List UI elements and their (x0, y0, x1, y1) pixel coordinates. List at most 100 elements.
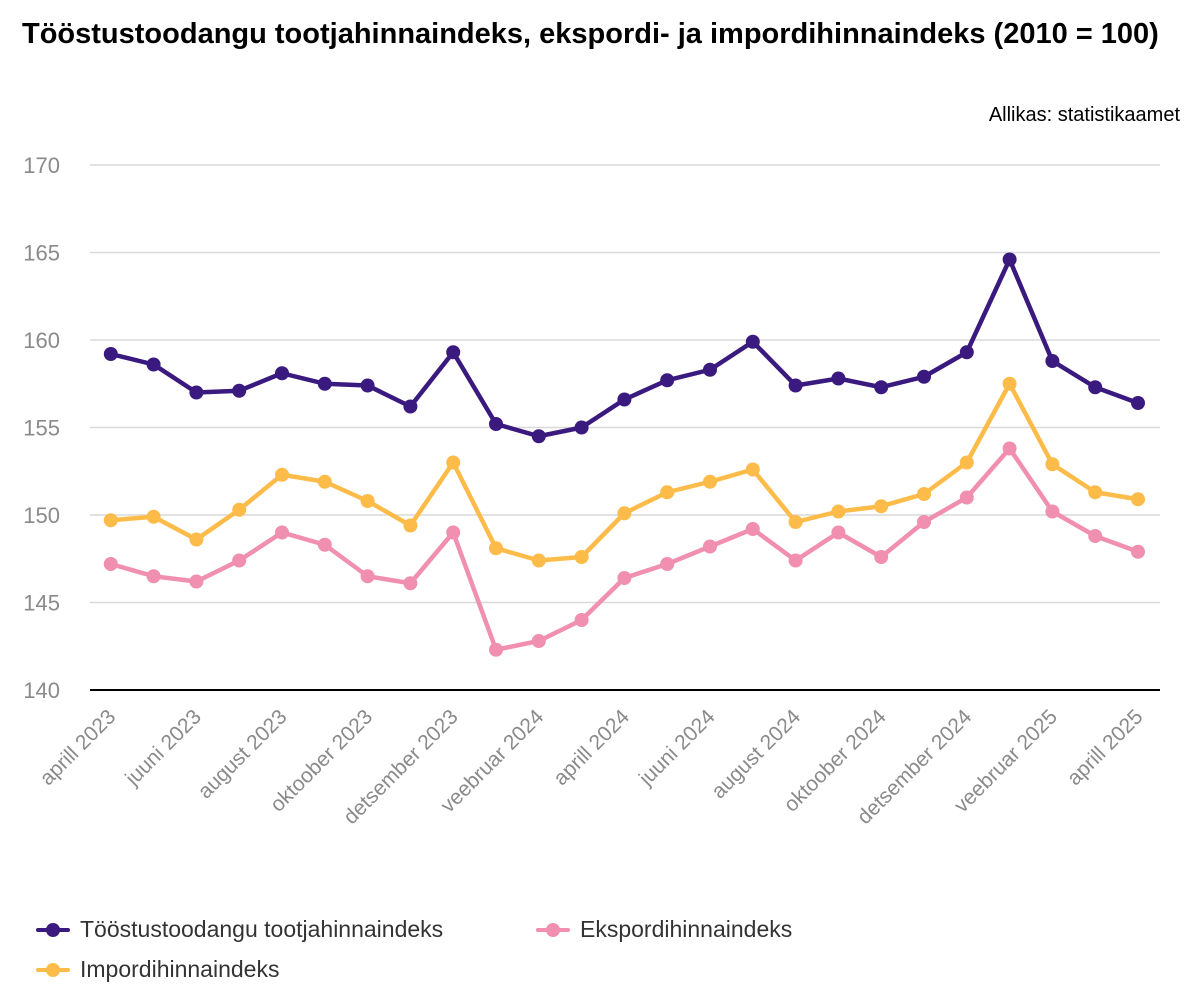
data-point (874, 499, 889, 514)
data-point (446, 455, 461, 470)
data-point (317, 474, 332, 489)
legend-swatch (36, 922, 70, 937)
series-line (108, 381, 1141, 563)
data-point (917, 515, 931, 529)
data-point (1002, 441, 1017, 456)
chart-title: Tööstustoodangu tootjahinnaindeks, ekspo… (22, 18, 1159, 50)
y-tick-label: 170 (23, 153, 60, 178)
data-point (745, 462, 760, 477)
legend-label: Tööstustoodangu tootjahinnaindeks (80, 916, 444, 942)
data-point (788, 515, 803, 529)
data-point (1002, 252, 1017, 267)
y-tick-label: 160 (23, 328, 60, 353)
data-point (1088, 529, 1103, 543)
data-point (703, 539, 717, 554)
data-point (703, 362, 717, 377)
data-point (617, 392, 632, 407)
legend-item-tootjahinnaindeks[interactable]: Tööstustoodangu tootjahinnaindeks (36, 916, 443, 943)
y-tick-label: 140 (23, 678, 60, 703)
data-point (403, 399, 418, 414)
data-point (189, 532, 204, 547)
data-point (146, 569, 161, 584)
data-point (959, 455, 974, 470)
data-point (745, 522, 760, 536)
data-point (103, 347, 118, 361)
x-tick-label: aprill 2025 (1063, 705, 1148, 790)
y-tick-label: 145 (23, 591, 60, 616)
data-point (489, 541, 503, 556)
data-point (489, 642, 503, 657)
data-point (317, 537, 332, 552)
data-point (959, 490, 974, 505)
x-tick-label: aprill 2023 (36, 705, 121, 790)
legend-item-impordihinnaindeks[interactable]: Impordihinnaindeks (36, 956, 279, 983)
data-point (574, 550, 589, 564)
data-point (660, 373, 675, 388)
data-point (103, 557, 118, 571)
data-point (660, 485, 675, 500)
data-point (703, 474, 717, 489)
data-point (317, 376, 332, 391)
data-point (103, 513, 118, 528)
data-point (360, 569, 375, 584)
data-point (189, 385, 204, 400)
data-point (189, 574, 204, 589)
data-point (146, 357, 161, 372)
legend-label: Impordihinnaindeks (80, 956, 280, 982)
data-point (1045, 354, 1060, 368)
data-point (1045, 457, 1060, 472)
series-line (108, 257, 1141, 439)
legend-swatch (536, 922, 570, 937)
data-point (360, 494, 375, 508)
data-point (1131, 492, 1145, 507)
data-point (874, 380, 889, 395)
data-point (275, 525, 289, 540)
x-tick-label: aprill 2024 (549, 705, 634, 790)
data-point (232, 502, 247, 517)
data-point (917, 369, 931, 384)
data-point (1002, 376, 1017, 391)
data-point (489, 417, 503, 431)
data-point (574, 613, 589, 627)
legend-item-ekspordihinnaindeks[interactable]: Ekspordihinnaindeks (536, 916, 792, 943)
data-point (959, 345, 974, 360)
data-point (617, 571, 632, 585)
data-point (446, 525, 461, 540)
y-tick-label: 150 (23, 503, 60, 528)
data-point (745, 334, 760, 349)
data-point (1131, 396, 1145, 410)
data-point (831, 371, 846, 386)
data-point (1045, 504, 1060, 519)
legend-label: Ekspordihinnaindeks (580, 916, 793, 942)
data-point (232, 383, 247, 398)
data-point (831, 525, 846, 540)
data-point (446, 345, 461, 360)
data-point (275, 366, 289, 381)
data-point (917, 487, 931, 501)
data-point (1088, 380, 1103, 395)
x-tick-label: juuni 2024 (634, 705, 720, 791)
data-point (617, 506, 632, 521)
data-point (403, 518, 418, 533)
data-point (788, 378, 803, 393)
data-point (574, 420, 589, 435)
data-point (275, 467, 289, 482)
legend-swatch (36, 962, 70, 977)
data-point (788, 553, 803, 568)
data-point (360, 378, 375, 393)
data-point (874, 550, 889, 564)
y-tick-label: 165 (23, 241, 60, 266)
data-point (232, 553, 247, 568)
x-tick-label: juuni 2023 (120, 705, 206, 791)
y-tick-label: 155 (23, 416, 60, 441)
data-point (660, 557, 675, 571)
data-point (531, 553, 546, 568)
data-point (403, 576, 418, 591)
data-point (1088, 485, 1103, 500)
data-point (1131, 544, 1145, 559)
series-line (108, 446, 1141, 652)
data-point (531, 634, 546, 648)
source-label: Allikas: statistikaamet (988, 104, 1180, 126)
data-point (531, 429, 546, 444)
